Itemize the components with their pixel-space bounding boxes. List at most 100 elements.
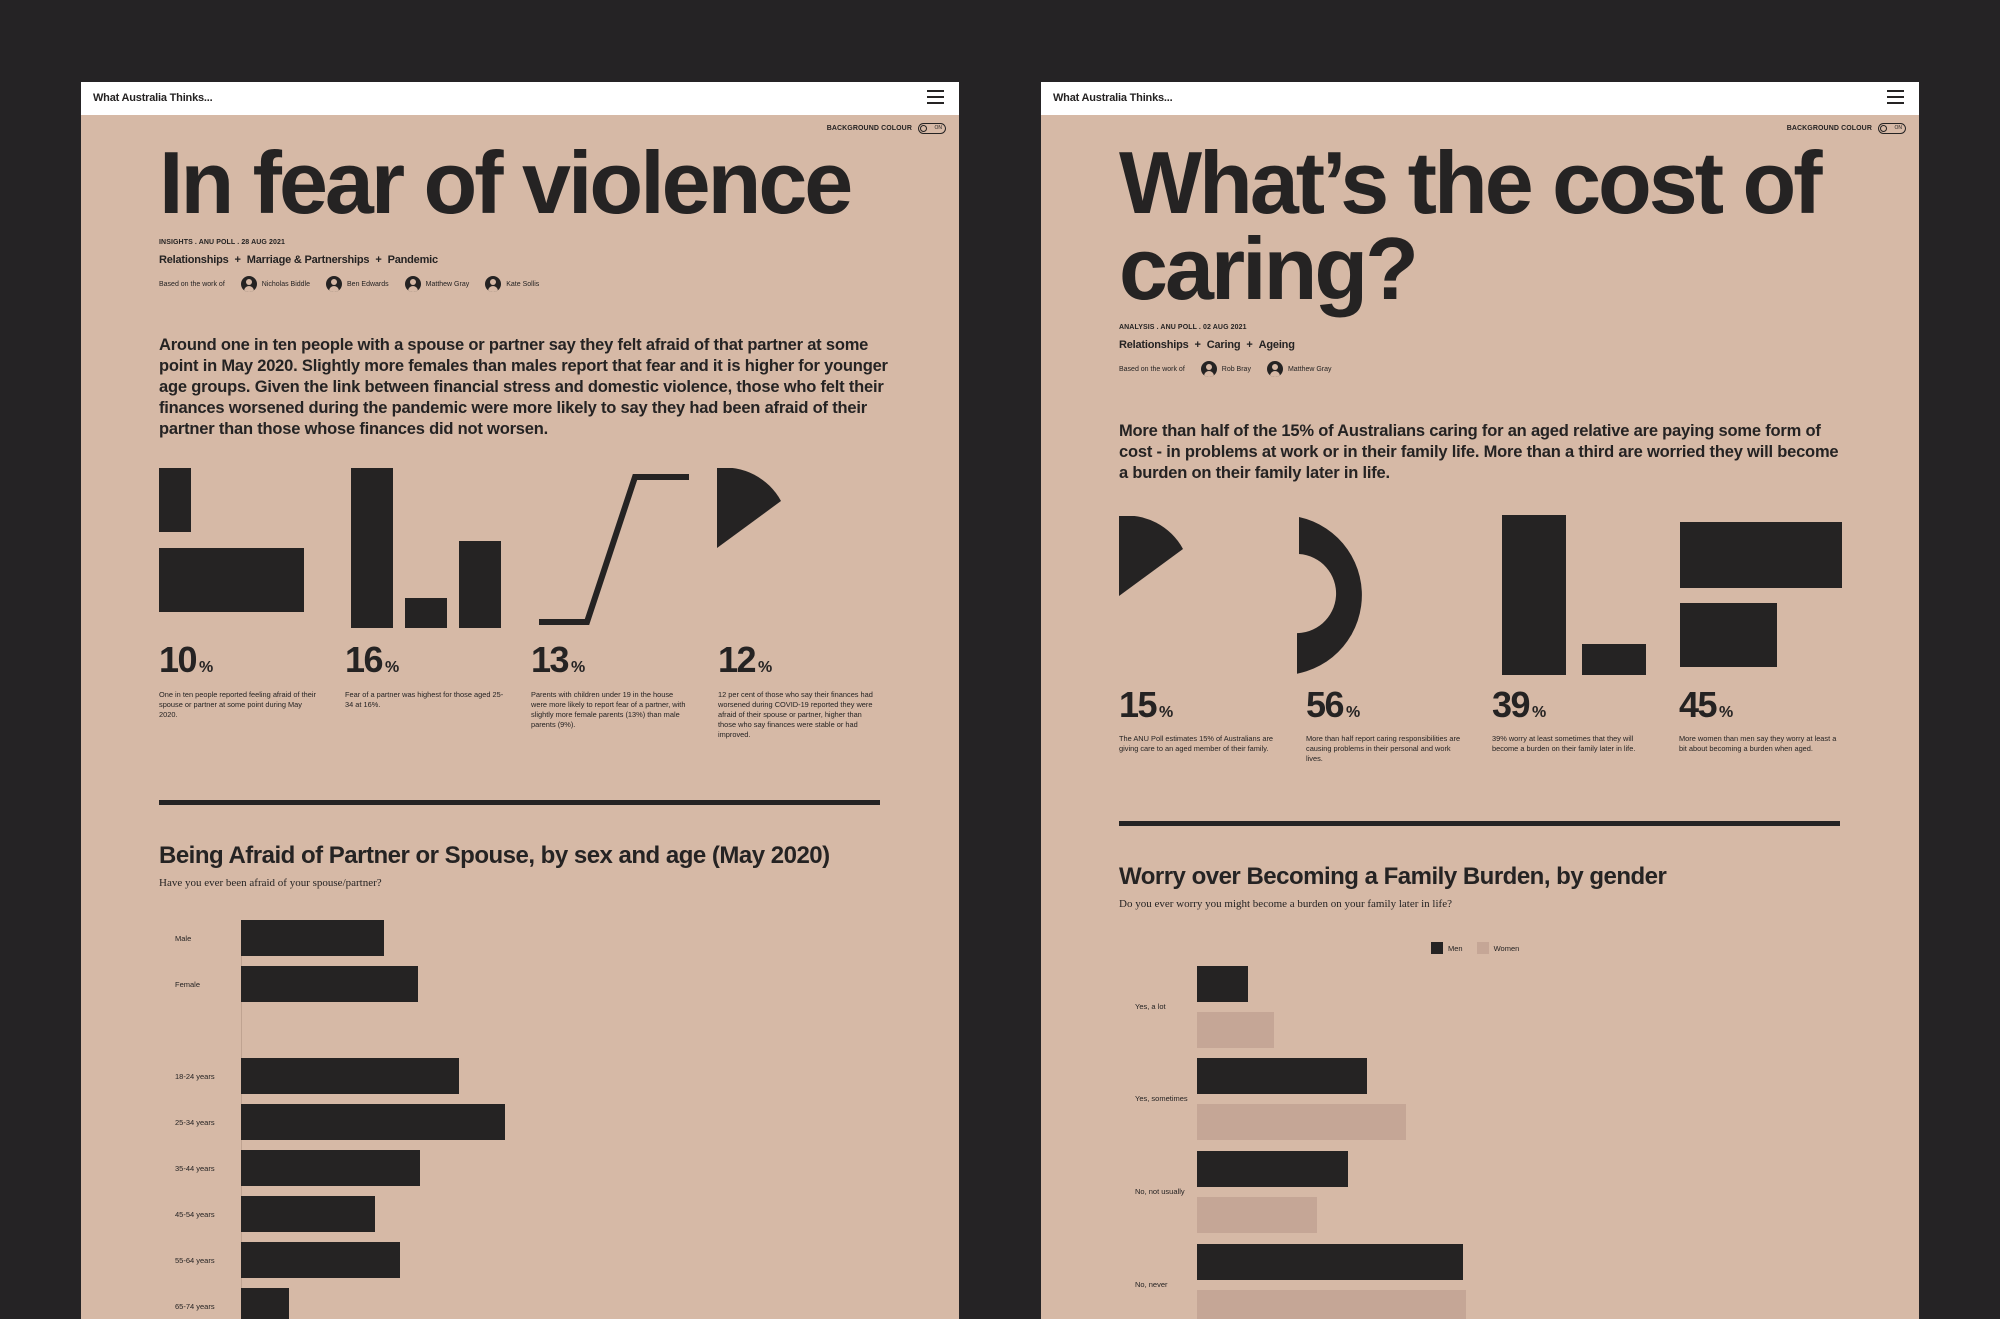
article-meta: ANALYSIS . ANU POLL . 02 AUG 2021 xyxy=(1119,324,1247,331)
stat-graphic-bars-39 xyxy=(1502,515,1646,675)
section-divider xyxy=(159,800,880,805)
author-name: Matthew Gray xyxy=(1287,365,1332,373)
tag-relationships[interactable]: Relationships xyxy=(159,254,229,266)
stat-value: 15% xyxy=(1119,684,1174,725)
bar[interactable] xyxy=(241,1058,459,1094)
author-matthew-gray[interactable]: Matthew Gray xyxy=(1266,361,1332,377)
bar[interactable] xyxy=(241,1150,420,1186)
author-name: Nicholas Biddle xyxy=(261,280,311,288)
stat-graphic-bars-45 xyxy=(1680,522,1842,667)
legend-women[interactable]: Women xyxy=(1476,942,1519,954)
legend-men[interactable]: Men xyxy=(1431,942,1463,954)
tag-pandemic[interactable]: Pandemic xyxy=(387,254,439,266)
author-name: Ben Edwards xyxy=(347,280,389,288)
hamburger-menu-icon[interactable] xyxy=(927,90,944,104)
bar[interactable] xyxy=(241,1196,375,1232)
author-name: Rob Bray xyxy=(1221,365,1251,373)
article-panel-caring: What Australia Thinks... BACKGROUND COLO… xyxy=(1041,82,1919,1319)
stat-graphic-bars-16 xyxy=(351,468,501,628)
bar[interactable] xyxy=(241,966,418,1002)
tag-marriage-partnerships[interactable]: Marriage & Partnerships xyxy=(246,254,370,266)
author-ben-edwards[interactable]: Ben Edwards xyxy=(326,276,389,292)
page-title-line2: caring? xyxy=(1119,219,1419,318)
stat-description: The ANU Poll estimates 15% of Australian… xyxy=(1119,734,1274,753)
background-colour-toggle[interactable]: BACKGROUND COLOUR ON xyxy=(1787,122,1906,134)
authors-label: Based on the work of xyxy=(159,280,225,288)
stat-value: 10% xyxy=(159,639,214,680)
bar[interactable] xyxy=(241,1104,505,1140)
stat-graphic-pie-12 xyxy=(717,468,781,548)
bar-category-label: 55-64 years xyxy=(175,1256,215,1265)
bar-category-label: 45-54 years xyxy=(175,1210,215,1219)
tag-separator: + xyxy=(1246,339,1253,351)
background-colour-label: BACKGROUND COLOUR xyxy=(826,124,912,132)
author-name: Kate Sollis xyxy=(506,280,540,288)
stat-description: More women than men say they worry at le… xyxy=(1679,734,1837,753)
bar-category-label: No, never xyxy=(1135,1280,1168,1289)
chart-subtitle: Do you ever worry you might become a bur… xyxy=(1119,898,1452,910)
bar-category-label: 18-24 years xyxy=(175,1072,215,1081)
stat-graphic-bars-10 xyxy=(159,468,304,612)
stat-description: One in ten people reported feeling afrai… xyxy=(159,690,316,719)
stat-value: 12% xyxy=(718,639,773,680)
section-divider xyxy=(1119,821,1840,826)
chart-subtitle: Have you ever been afraid of your spouse… xyxy=(159,877,382,889)
page-title: What’s the cost of caring? xyxy=(1119,139,1823,318)
legend-label: Men xyxy=(1448,943,1463,953)
legend-swatch xyxy=(1431,942,1443,954)
stat-description: 39% worry at least sometimes that they w… xyxy=(1492,734,1636,753)
top-bar: What Australia Thinks... xyxy=(1041,82,1919,115)
background-colour-label: BACKGROUND COLOUR xyxy=(1786,124,1872,132)
bar-category-label: No, not usually xyxy=(1135,1187,1185,1196)
stat-description: Parents with children under 19 in the ho… xyxy=(531,690,686,729)
bar-men[interactable] xyxy=(1197,966,1248,1002)
toggle-switch[interactable]: ON xyxy=(1878,122,1906,134)
authors-label: Based on the work of xyxy=(1119,365,1185,373)
article-panel-violence: What Australia Thinks... BACKGROUND COLO… xyxy=(81,82,959,1319)
stat-value: 45% xyxy=(1679,684,1734,725)
toggle-state: ON xyxy=(1894,124,1903,131)
hamburger-menu-icon[interactable] xyxy=(1887,90,1904,104)
legend-swatch xyxy=(1476,942,1489,954)
bar[interactable] xyxy=(241,1242,400,1278)
avatar-icon xyxy=(1200,361,1217,377)
author-kate-sollis[interactable]: Kate Sollis xyxy=(485,276,539,292)
bar-category-label: Yes, a lot xyxy=(1135,1002,1166,1011)
author-rob-bray[interactable]: Rob Bray xyxy=(1200,361,1251,377)
stat-graphic-step-line-13 xyxy=(539,474,689,625)
stat-value: 16% xyxy=(345,639,400,680)
toggle-state: ON xyxy=(934,124,943,131)
bar[interactable] xyxy=(241,920,384,956)
bar-women[interactable] xyxy=(1197,1104,1406,1140)
author-nicholas-biddle[interactable]: Nicholas Biddle xyxy=(240,276,311,292)
author-matthew-gray[interactable]: Matthew Gray xyxy=(404,276,469,292)
bar-men[interactable] xyxy=(1197,1058,1367,1094)
site-name-link[interactable]: What Australia Thinks... xyxy=(93,92,213,104)
tag-ageing[interactable]: Ageing xyxy=(1258,339,1295,351)
stat-value: 39% xyxy=(1492,684,1547,725)
bar[interactable] xyxy=(241,1288,289,1319)
site-name-link[interactable]: What Australia Thinks... xyxy=(1053,92,1173,104)
bar-women[interactable] xyxy=(1197,1290,1466,1319)
avatar-icon xyxy=(485,276,502,292)
bar-men[interactable] xyxy=(1197,1244,1463,1280)
bar-category-label: 35-44 years xyxy=(175,1164,215,1173)
topic-tags: Relationships + Caring + Ageing xyxy=(1119,339,1295,351)
stat-description: 12 per cent of those who say their finan… xyxy=(718,690,873,739)
stat-graphic-ring-56 xyxy=(1297,517,1362,674)
bar-men[interactable] xyxy=(1197,1151,1348,1187)
background-colour-toggle[interactable]: BACKGROUND COLOUR ON xyxy=(827,122,946,134)
tag-caring[interactable]: Caring xyxy=(1206,339,1241,351)
intro-paragraph: Around one in ten people with a spouse o… xyxy=(159,336,888,438)
intro-paragraph: More than half of the 15% of Australians… xyxy=(1119,422,1839,482)
chart-title: Worry over Becoming a Family Burden, by … xyxy=(1119,863,1667,890)
top-bar: What Australia Thinks... xyxy=(81,82,959,115)
bar-category-label: Male xyxy=(175,934,192,943)
stat-graphic-pie-15 xyxy=(1119,516,1183,596)
tag-relationships[interactable]: Relationships xyxy=(1119,339,1189,351)
stat-description: Fear of a partner was highest for those … xyxy=(345,690,504,709)
bar-women[interactable] xyxy=(1197,1197,1317,1233)
bar-women[interactable] xyxy=(1197,1012,1274,1048)
toggle-switch[interactable]: ON xyxy=(918,122,946,134)
avatar-icon xyxy=(1266,361,1283,377)
